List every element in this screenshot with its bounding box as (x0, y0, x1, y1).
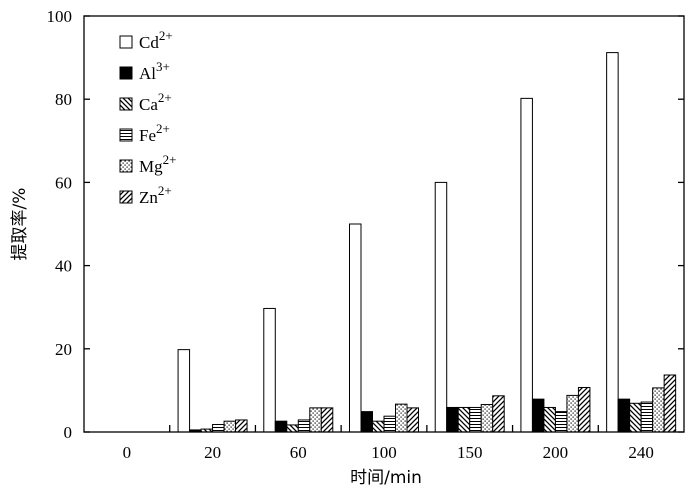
bar-fe-240 (640, 401, 654, 433)
y-tick-label: 80 (55, 90, 72, 109)
bar-mg-20 (223, 420, 237, 433)
bar-mg-60 (309, 407, 322, 433)
bar-mg-240 (652, 387, 665, 433)
legend-label-fe: Fe2+ (139, 121, 170, 145)
bar-zn-200 (577, 386, 591, 433)
bar-cd-100 (349, 223, 362, 433)
legend-label-al: Al3+ (139, 59, 170, 83)
bar-ca-240 (629, 402, 642, 433)
x-tick-label: 200 (543, 443, 569, 462)
bar-zn-240 (663, 374, 677, 433)
legend-swatch-fe (119, 128, 133, 142)
x-tick-label: 0 (123, 443, 132, 462)
bar-al-100 (360, 411, 373, 433)
bar-mg-150 (480, 404, 494, 433)
bar-fe-60 (297, 419, 311, 433)
legend: Cd2+ Al3+ Ca2+ Fe2+ Mg2+ Zn2+ (119, 28, 176, 207)
y-tick-label: 60 (55, 173, 72, 192)
y-axis-title: 提取率/% (10, 188, 30, 261)
bar-mg-100 (395, 403, 408, 433)
bar-cd-150 (434, 181, 448, 433)
bar-zn-100 (406, 407, 419, 433)
legend-label-cd: Cd2+ (139, 28, 173, 52)
x-tick-label: 100 (371, 443, 397, 462)
bar-fe-150 (469, 406, 482, 433)
bar-fe-200 (554, 411, 568, 433)
legend-label-mg: Mg2+ (139, 152, 176, 176)
bar-cd-60 (263, 307, 276, 433)
legend-swatch-mg (119, 159, 133, 173)
legend-swatch-cd (119, 35, 133, 49)
legend-swatch-zn (119, 190, 133, 204)
x-tick-label: 20 (204, 443, 221, 462)
x-axis-title: 时间/min (350, 468, 422, 488)
plot-frame (83, 15, 685, 433)
y-tick-label: 20 (55, 340, 72, 359)
bar-cd-240 (606, 52, 619, 433)
bar-cd-20 (177, 349, 191, 433)
x-tick-label: 60 (290, 443, 307, 462)
bar-ca-100 (372, 420, 385, 433)
bar-al-150 (446, 406, 459, 433)
bar-al-200 (531, 398, 545, 433)
bar-ca-60 (286, 424, 299, 433)
bar-fe-20 (212, 424, 225, 433)
bar-zn-150 (492, 395, 505, 433)
bar-ca-200 (543, 406, 556, 433)
bar-al-60 (274, 420, 288, 433)
legend-swatch-ca (119, 97, 133, 111)
x-axis: 0 20 60 100 150 200 240 (123, 425, 654, 462)
y-tick-label: 40 (55, 257, 72, 276)
y-axis: 0 20 40 60 80 100 (47, 7, 684, 442)
bar-cd-200 (520, 97, 533, 433)
bar-zn-60 (320, 407, 334, 433)
y-tick-label: 100 (47, 7, 73, 26)
legend-swatch-al (119, 66, 133, 80)
bar-fe-100 (383, 415, 396, 433)
x-tick-label: 150 (457, 443, 483, 462)
bar-ca-150 (457, 406, 471, 433)
bar-al-240 (617, 398, 631, 433)
bars-layer (177, 52, 677, 433)
bar-mg-200 (566, 394, 579, 433)
x-tick-label: 240 (628, 443, 654, 462)
bar-zn-20 (235, 419, 248, 433)
y-tick-label: 0 (64, 423, 73, 442)
legend-label-ca: Ca2+ (139, 90, 172, 114)
legend-label-zn: Zn2+ (139, 183, 172, 207)
